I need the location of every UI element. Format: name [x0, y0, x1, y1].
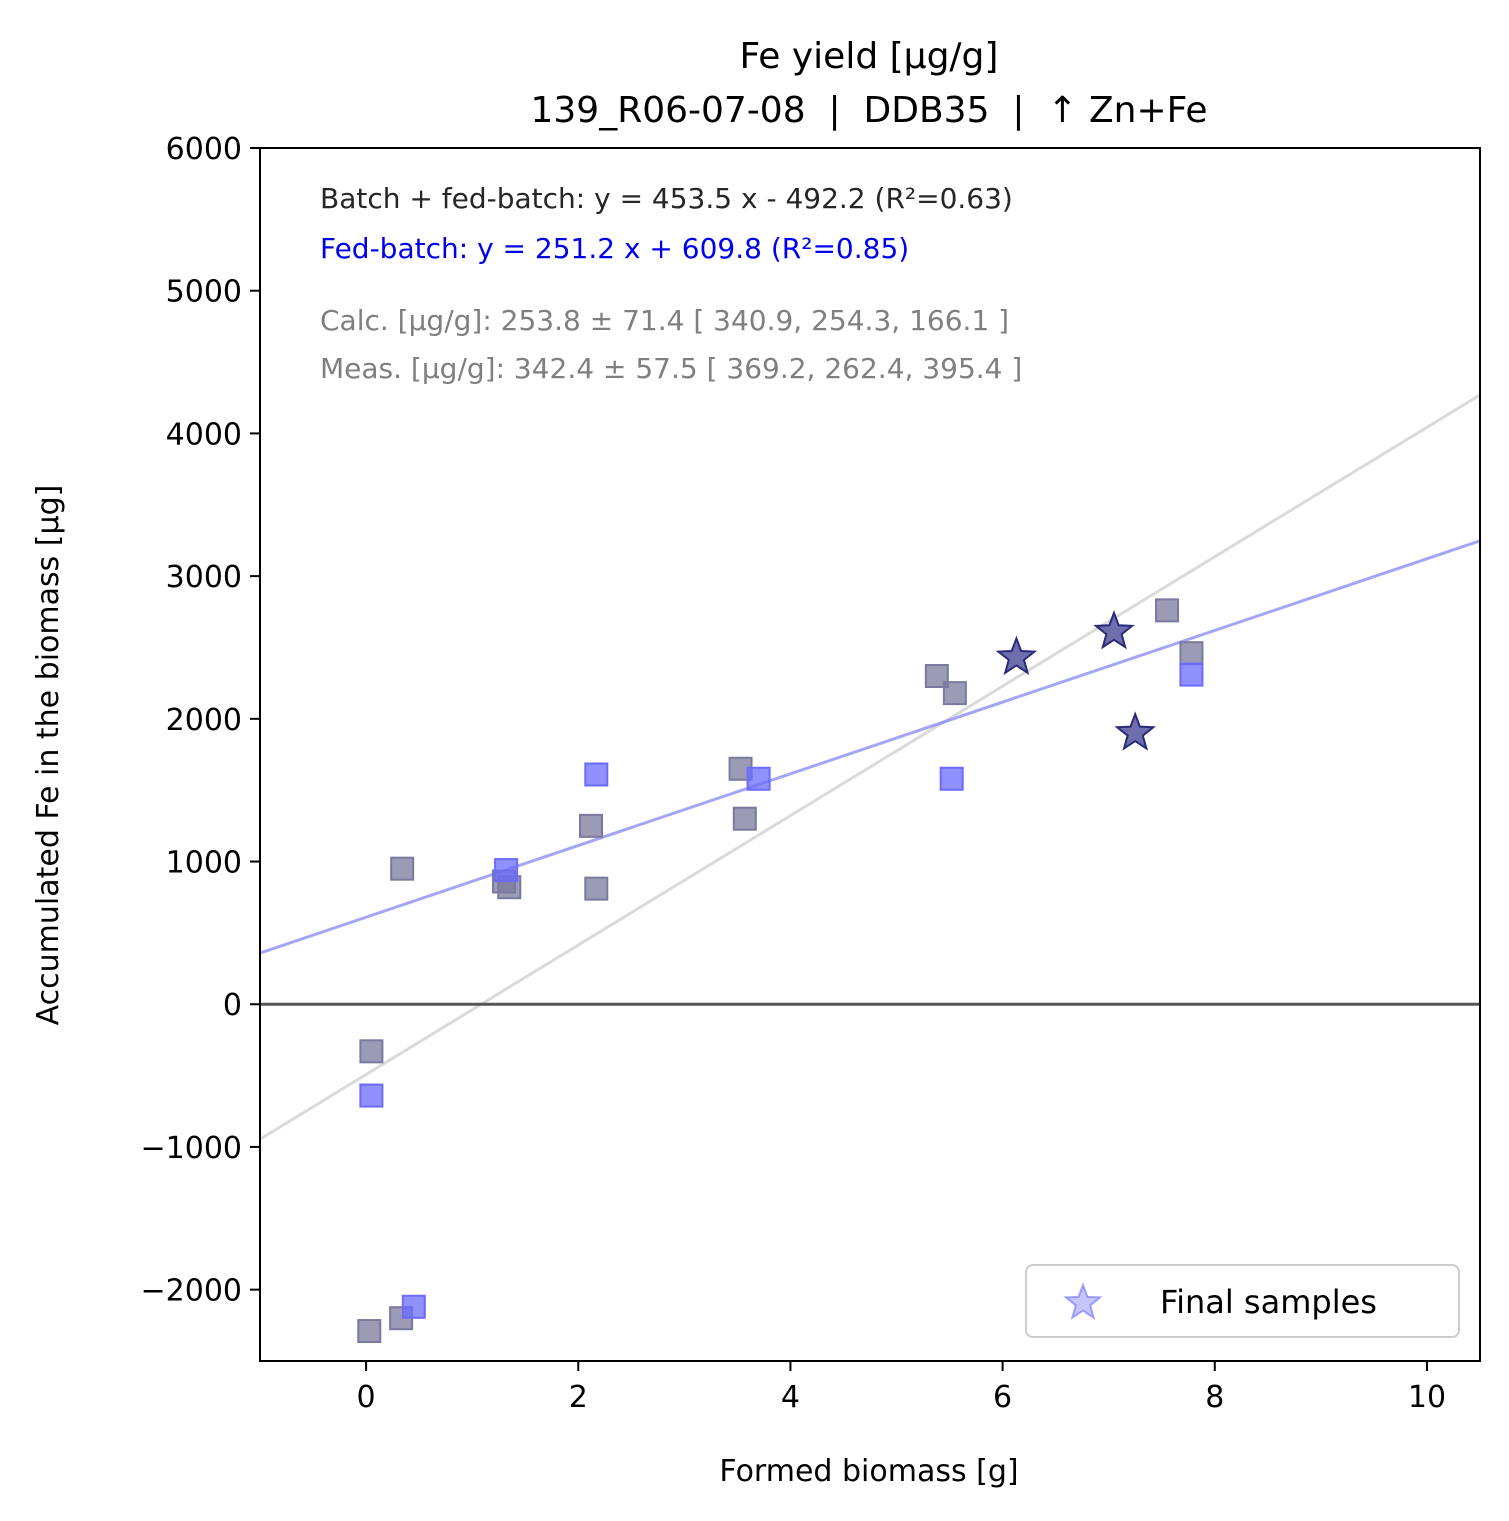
x-axis: 0 2 4 6 8 10: [357, 1361, 1446, 1415]
x-tick-label-0: 0: [357, 1380, 376, 1415]
x-tick-label-5: 10: [1408, 1380, 1446, 1415]
legend-entry-final-samples: Final samples: [1160, 1283, 1377, 1321]
y-axis-label: Accumulated Fe in the biomass [µg]: [31, 485, 66, 1026]
data-point-s0-2: [390, 856, 415, 881]
fit-line-0: [259, 393, 1481, 1141]
data-point-s0-5: [578, 813, 603, 838]
legend-star-icon: [1063, 1282, 1103, 1320]
data-point-s1-0: [359, 1083, 384, 1108]
y-tick-label-7: 5000: [166, 275, 242, 310]
data-point-s1-2: [494, 858, 519, 883]
y-axis: −2000 −1000 0 1000 2000 3000 4000 5000 6000: [141, 132, 260, 1309]
data-point-s1-3: [584, 762, 609, 787]
data-point-s0-9: [924, 664, 949, 689]
y-tick-label-8: 6000: [166, 132, 242, 167]
plot-area: [259, 393, 1481, 1344]
plot-frame: [259, 147, 1481, 1362]
data-point-s1-5: [939, 766, 964, 791]
final-sample-star-0: [995, 635, 1038, 676]
annotation-fedbatch-fit: Fed-batch: y = 251.2 x + 609.8 (R²=0.85): [320, 232, 909, 265]
y-tick-label-4: 2000: [166, 703, 242, 738]
data-point-s0-11: [1155, 598, 1180, 623]
data-point-s1-4: [746, 766, 771, 791]
y-tick-label-1: −1000: [141, 1131, 242, 1166]
x-axis-label: Formed biomass [g]: [719, 1454, 1018, 1489]
x-tick-label-3: 6: [993, 1380, 1012, 1415]
x-tick-label-1: 2: [569, 1380, 588, 1415]
data-point-s0-0: [359, 1039, 384, 1064]
data-point-s0-6: [584, 876, 609, 901]
final-sample-star-1: [1093, 609, 1135, 650]
chart-title: Fe yield [µg/g]: [740, 36, 999, 77]
y-tick-label-2: 0: [223, 988, 242, 1023]
x-tick-label-4: 8: [1205, 1380, 1224, 1415]
data-point-s1-6: [1179, 662, 1204, 687]
y-tick-label-6: 4000: [166, 417, 242, 452]
annotation-calc: Calc. [µg/g]: 253.8 ± 71.4 [ 340.9, 254.…: [320, 304, 1009, 337]
data-point-s0-10: [942, 681, 967, 706]
final-sample-star-2: [1114, 711, 1157, 751]
data-point-s3-0: [357, 1319, 382, 1344]
data-point-s1-1: [401, 1294, 426, 1319]
y-tick-label-0: −2000: [141, 1274, 242, 1309]
x-tick-label-2: 4: [781, 1380, 800, 1415]
annotation-batch-fit: Batch + fed-batch: y = 453.5 x - 492.2 (…: [320, 182, 1013, 215]
legend-box: [1025, 1264, 1460, 1338]
chart-subtitle: 139_R06-07-08 | DDB35 | ↑ Zn+Fe: [530, 90, 1207, 131]
y-tick-label-3: 1000: [166, 846, 242, 881]
legend: Final samples: [1025, 1264, 1460, 1338]
annotation-meas: Meas. [µg/g]: 342.4 ± 57.5 [ 369.2, 262.…: [320, 352, 1022, 385]
y-tick-label-5: 3000: [166, 560, 242, 595]
fit-line-1: [259, 539, 1481, 955]
data-point-s0-8: [732, 806, 757, 831]
data-point-s0-12: [1179, 641, 1204, 666]
